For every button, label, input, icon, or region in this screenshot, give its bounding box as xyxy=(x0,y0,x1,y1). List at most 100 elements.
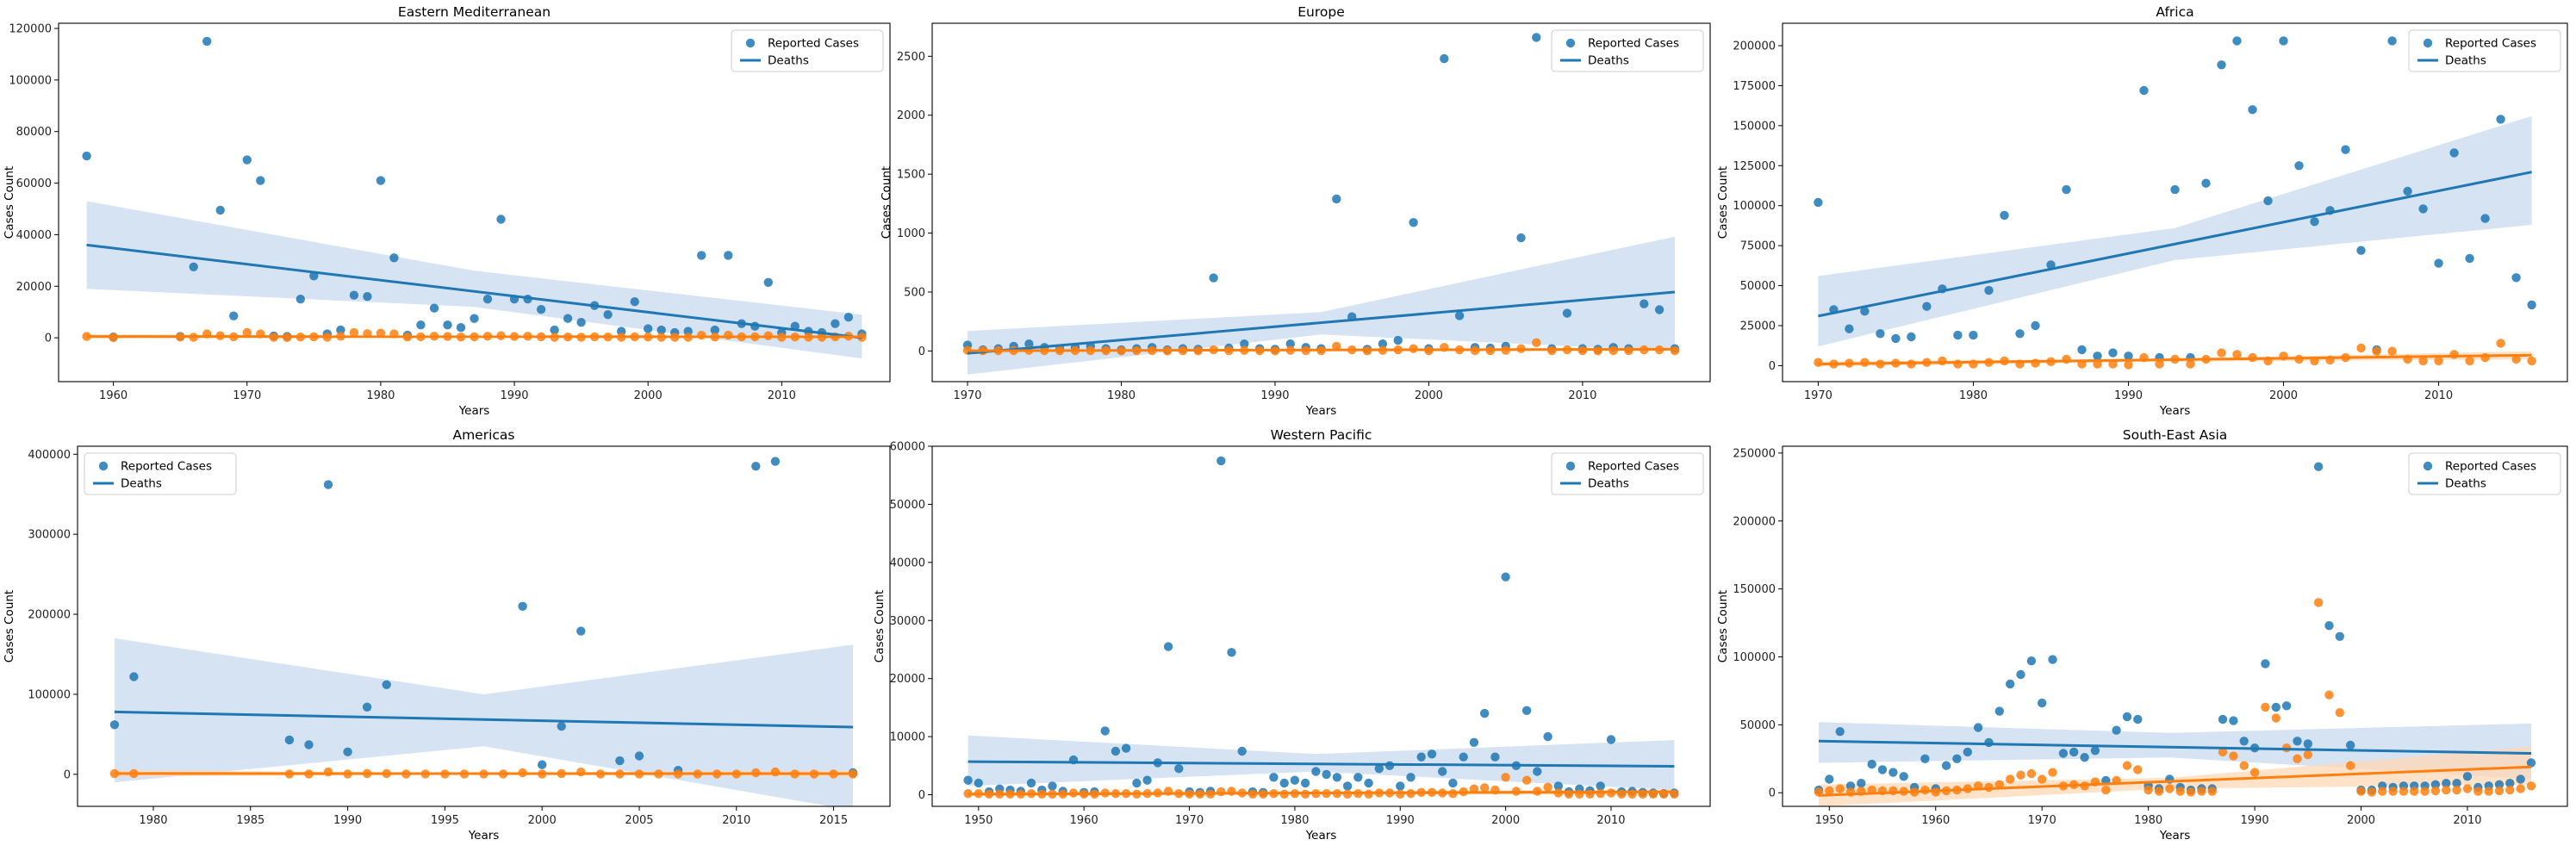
deaths-point xyxy=(1332,341,1341,351)
cases-regression-line xyxy=(1818,739,2532,755)
reported-cases-point xyxy=(2442,779,2451,788)
deaths-point xyxy=(2197,787,2206,796)
x-tick-label: 2010 xyxy=(2424,389,2453,402)
reported-cases-point xyxy=(2324,621,2334,631)
cases-regression-line xyxy=(968,760,1675,768)
y-tick-label: 200000 xyxy=(28,609,71,622)
deaths-point xyxy=(2346,761,2355,770)
y-tick-label: 50000 xyxy=(1740,280,1776,293)
deaths-point xyxy=(2462,784,2473,793)
axes-frame xyxy=(77,445,891,807)
reported-cases-point xyxy=(1480,708,1490,718)
x-tick-label: 1970 xyxy=(1175,814,1204,827)
reported-cases-point xyxy=(1269,773,1279,782)
legend-box xyxy=(2408,452,2561,495)
reported-cases-point xyxy=(1285,339,1296,349)
reported-cases-point xyxy=(1024,339,1034,349)
reported-cases-point xyxy=(576,626,586,636)
y-tick-label: 60000 xyxy=(16,177,52,190)
legend-label: Reported Cases xyxy=(121,460,212,474)
reported-cases-point xyxy=(1516,233,1526,243)
deaths-point xyxy=(1835,784,1845,793)
x-tick-label: 1990 xyxy=(2114,389,2143,402)
reported-cases-point xyxy=(2313,462,2324,471)
x-tick-label: 1990 xyxy=(1386,814,1415,827)
deaths-point xyxy=(2218,747,2228,757)
reported-cases-point xyxy=(1459,752,1468,762)
reported-cases-point xyxy=(362,702,372,712)
deaths-point xyxy=(2494,786,2504,796)
confidence-band xyxy=(1818,115,2532,347)
reported-cases-point xyxy=(2294,161,2304,171)
deaths-point xyxy=(2108,359,2118,369)
reported-cases-point xyxy=(1941,761,1951,770)
deaths-point xyxy=(2062,354,2071,364)
reported-cases-point xyxy=(2480,214,2490,223)
y-tick-label: 0 xyxy=(1769,360,1776,373)
reported-cases-point xyxy=(82,151,91,161)
y-axis-label: Cases Count xyxy=(873,590,887,662)
cases-regression-line xyxy=(1818,171,2532,318)
deaths-point xyxy=(2452,785,2461,795)
reported-cases-point xyxy=(1163,642,1173,651)
reported-cases-point xyxy=(2046,260,2056,270)
reported-cases-point xyxy=(2516,774,2525,784)
reported-cases-point xyxy=(974,778,984,788)
deaths-point xyxy=(1532,338,1541,347)
y-tick-label: 1000 xyxy=(897,227,925,240)
reported-cases-point xyxy=(129,672,139,681)
deaths-point xyxy=(2239,761,2249,770)
legend-label: Reported Cases xyxy=(2445,37,2536,51)
deaths-point xyxy=(576,767,586,777)
deaths-point xyxy=(1521,775,1532,785)
reported-cases-point xyxy=(349,290,359,300)
reported-cases-point xyxy=(634,751,644,761)
plot-area xyxy=(1814,462,2536,806)
reported-cases-point xyxy=(229,311,239,320)
y-tick-label: 250000 xyxy=(1733,447,1776,460)
legend-label: Deaths xyxy=(121,477,162,491)
chart-title: Americas xyxy=(452,427,514,443)
deaths-point xyxy=(2271,713,2280,723)
plot-area xyxy=(963,456,1679,799)
reported-cases-point xyxy=(2449,148,2459,158)
reported-cases-point xyxy=(1174,764,1184,774)
reported-cases-point xyxy=(1963,747,1972,757)
reported-cases-point xyxy=(710,325,719,335)
x-tick-label: 1970 xyxy=(1804,389,1832,402)
x-axis-label: Years xyxy=(2159,404,2191,418)
reported-cases-point xyxy=(644,324,653,333)
reported-cases-point xyxy=(1994,706,2004,716)
deaths-point xyxy=(2154,787,2164,796)
x-tick-label: 2015 xyxy=(819,814,848,827)
x-tick-label: 1980 xyxy=(139,814,167,827)
reported-cases-point xyxy=(296,295,305,304)
reported-cases-point xyxy=(363,292,372,302)
reported-cases-point xyxy=(2038,698,2047,708)
x-tick-label: 1990 xyxy=(500,389,528,402)
axes-frame xyxy=(931,445,1711,807)
deaths-regression-line xyxy=(968,347,1675,352)
deaths-point xyxy=(1825,786,1834,796)
reported-cases-point xyxy=(1920,754,1930,763)
reported-cases-point xyxy=(1907,332,1916,342)
legend-label: Reported Cases xyxy=(1588,460,1679,474)
x-tick-label: 1995 xyxy=(431,814,459,827)
deaths-point xyxy=(2122,761,2132,770)
deaths-point xyxy=(2505,785,2515,795)
y-tick-label: 0 xyxy=(918,345,925,358)
reported-cases-point xyxy=(2271,702,2280,712)
x-axis-label: Years xyxy=(468,829,500,843)
y-tick-label: 200000 xyxy=(1733,40,1776,53)
deaths-point xyxy=(2313,598,2324,607)
y-axis-label: Cases Count xyxy=(1716,590,1730,662)
reported-cases-point xyxy=(1393,335,1403,345)
reported-cases-point xyxy=(2201,178,2211,188)
deaths-point xyxy=(2484,787,2493,796)
reported-cases-point xyxy=(2303,739,2312,749)
deaths-point xyxy=(2165,784,2175,793)
reported-cases-point xyxy=(563,314,573,323)
deaths-regression-line xyxy=(1818,765,2532,797)
deaths-point xyxy=(2186,787,2196,797)
y-tick-label: 2500 xyxy=(897,51,925,64)
